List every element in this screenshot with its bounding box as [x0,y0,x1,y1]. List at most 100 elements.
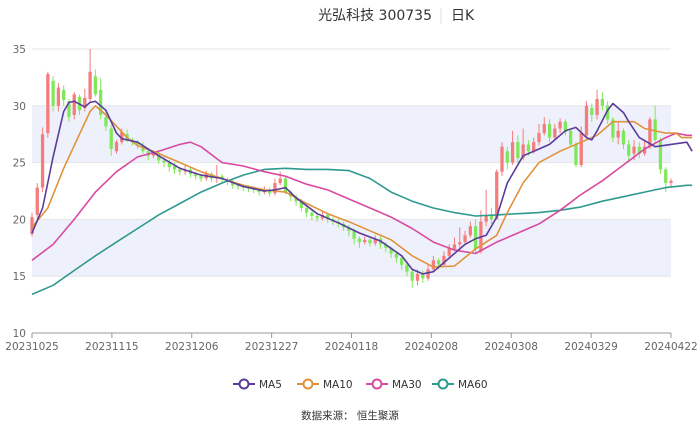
legend-item-ma60[interactable]: MA60 [432,378,488,391]
x-tick-label-20240308: 20240308 [485,341,538,353]
y-tick-label-15: 15 [13,271,26,283]
band-15 [32,219,671,277]
legend-item-ma30[interactable]: MA30 [366,378,422,391]
x-tick-label-20240422: 20240422 [644,341,697,353]
candle [642,139,647,156]
candle-body [590,108,594,115]
candle-body [669,180,673,184]
ma-line-ma10 [31,105,693,268]
chart-title-period: 日K [451,8,475,24]
candle-body [30,217,34,235]
candle-body [151,153,156,156]
candle-body [109,128,113,149]
candle [558,118,562,134]
candle [621,128,626,149]
candle [489,208,494,224]
candle-body [273,183,277,194]
candle [268,187,272,197]
x-axis: 20231025 20231115 20231206 20231227 20240118… [5,332,698,353]
candle-body [584,105,589,136]
candle [304,205,309,218]
candle [400,255,404,270]
candle [421,270,425,284]
candle [310,210,314,221]
candle-body [88,71,92,99]
candle-body [510,142,515,163]
candle-body [421,273,425,279]
candle-body [495,171,499,220]
candle-body [268,189,272,194]
candle-body [368,239,372,244]
candle-body [294,196,298,202]
candle [452,237,457,252]
candle-body [547,123,552,138]
candle-body [135,142,140,145]
x-tick-label-20231206: 20231206 [165,341,219,353]
candle [563,119,568,136]
candle [595,89,599,120]
x-tick-label-20240118: 20240118 [325,341,378,353]
legend-item-ma5[interactable]: MA5 [233,378,282,391]
candle-body [648,119,652,147]
legend-item-ma10[interactable]: MA10 [297,378,353,391]
candle-body [426,269,430,279]
candle [537,123,541,146]
candle-body [35,187,39,215]
candle-body [389,247,393,254]
candle [357,236,362,248]
candle [547,119,552,143]
candle-body [569,130,573,145]
candle-body [326,214,330,220]
candle [368,237,372,247]
candle [627,139,631,163]
candle-body [93,76,98,95]
candle [484,189,488,227]
candle [278,171,282,186]
candle [569,128,573,147]
candle-body [664,169,668,184]
y-tick-label-25: 25 [13,158,26,170]
candle-body [299,201,303,209]
candle [584,101,589,138]
candle [40,127,45,193]
band-25 [32,105,671,163]
candle-body [484,215,488,222]
candle [542,117,546,136]
candle-body [72,94,76,115]
candle-body [236,185,240,187]
moving-average-lines [31,100,693,296]
candle-body [616,130,620,138]
candle [35,183,39,220]
candle-body [505,151,509,163]
legend-marker [302,378,314,390]
candle-body [400,258,404,265]
candle [363,236,367,245]
candle-body [489,214,494,220]
candle-body [553,128,557,138]
legend-label: MA10 [323,379,353,391]
legend-label: MA30 [392,379,422,391]
x-tick-label-20240329: 20240329 [564,341,617,353]
candle-body [278,178,282,184]
candle [394,251,399,263]
background-bands [32,105,671,277]
y-tick-label-30: 30 [13,101,26,113]
candle-body [162,160,166,163]
candle-body [579,133,583,165]
y-tick-label-20: 20 [13,214,26,226]
candle-body [347,227,351,231]
candle [516,135,520,163]
candle-body [542,123,546,134]
candle [315,213,319,222]
candle-body [120,131,124,143]
legend[interactable]: MA5 MA10 MA30 MA60 [233,378,488,391]
candle [468,221,472,238]
candle-body [637,146,641,154]
candle [347,225,351,237]
candle-body [56,87,61,106]
candle-body [373,238,377,244]
candle-body [611,119,615,138]
candle [505,146,509,170]
candle-body [310,212,314,216]
